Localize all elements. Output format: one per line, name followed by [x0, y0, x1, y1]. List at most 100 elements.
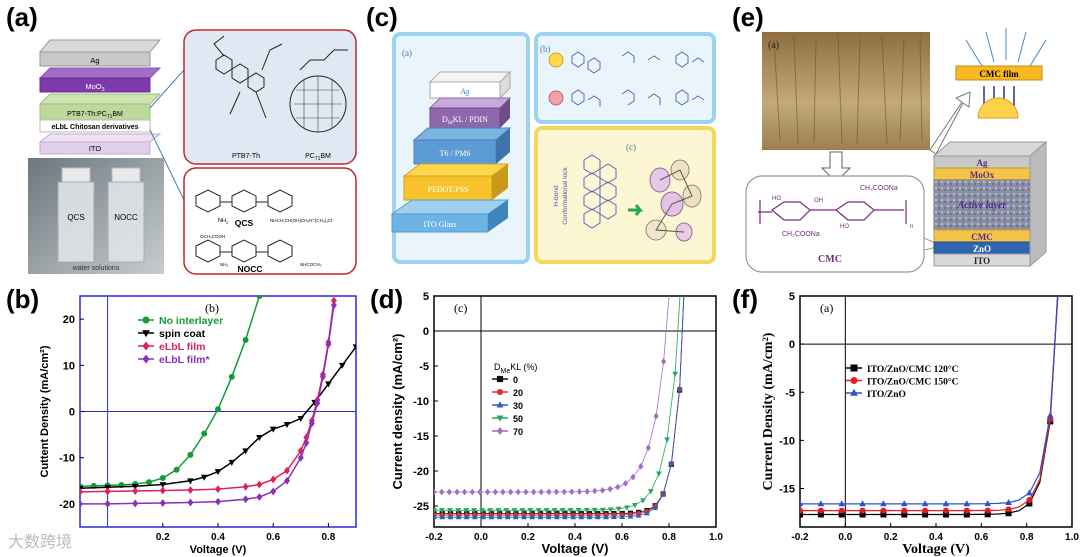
- point-f-1-4: [838, 507, 845, 514]
- panel-label-c: (c): [366, 2, 398, 32]
- layer-ito-e: ITO: [974, 256, 990, 266]
- point-d-4-6: [477, 488, 483, 496]
- cmc-group-2: CH₂COONa: [782, 231, 820, 238]
- point-f-2-24: [1046, 411, 1054, 418]
- point-d-4-21: [592, 487, 598, 495]
- sub-label-c-a: (a): [402, 48, 412, 58]
- point-f-1-2: [817, 507, 824, 514]
- point-b-2-2: [132, 487, 139, 495]
- legend-label-d-0: 0: [513, 375, 518, 385]
- x-tick-label-f-6: 1.0: [1065, 532, 1079, 543]
- point-f-0-14: [942, 511, 949, 518]
- point-f-2-12: [921, 500, 929, 507]
- watermark: 大数跨境: [8, 532, 73, 551]
- y-tick-label-b-0: -20: [59, 499, 75, 511]
- point-d-2-16: [562, 514, 568, 520]
- point-d-4-0: [434, 488, 437, 496]
- series-group-f: [800, 296, 1059, 518]
- point-d-4-2: [446, 488, 452, 496]
- y-axis-label-f: Current Density (mA/cm²): [761, 332, 776, 490]
- cmc-film-label: CMC film: [979, 69, 1019, 79]
- point-d-3-1: [439, 508, 445, 514]
- point-b-0-5: [146, 479, 152, 486]
- legend-title-suffix-d: KL (%): [510, 362, 537, 372]
- layer-dmkl-c: DMKL / PDIN: [442, 115, 488, 126]
- molecule-box-ptb7: PTB7-Th PC71BM: [183, 29, 357, 165]
- point-f-0-20: [1005, 510, 1012, 517]
- point-d-3-4: [463, 508, 470, 514]
- point-d-4-24: [615, 483, 621, 491]
- device-stack-c: Ag DMKL / PDIN T6 / PM6 PEDOT:PSS ITO Gl…: [390, 70, 512, 233]
- sub-label-e-a: (a): [768, 40, 779, 51]
- point-b-1-9: [256, 434, 263, 441]
- point-d-3-18: [575, 508, 582, 514]
- y-tick-label-b-1: -10: [59, 453, 75, 465]
- point-d-4-11: [515, 488, 521, 496]
- y-tick-label-d-1: -20: [413, 466, 429, 478]
- point-f-0-12: [922, 511, 929, 518]
- layer-elbl-a: eLbL Chitosan derivatives: [51, 124, 138, 131]
- point-b-0-13: [256, 296, 263, 299]
- point-d-2-0: [434, 514, 437, 520]
- chart-d: -0.2 0.0 0.2 0.4 0.6 0.8 1.0 -25 -20 -15 -10 -5 0 5 Vo…: [390, 291, 723, 556]
- vial-label-nocc: NOCC: [114, 213, 138, 222]
- point-d-2-3: [455, 514, 462, 520]
- legend-marker-f-2: [850, 388, 858, 396]
- vial-label-qcs: QCS: [67, 213, 84, 222]
- legend-marker-b-0: [142, 316, 150, 324]
- fiber-photo: (a): [762, 32, 930, 150]
- x-tick-label-d-1: 0.0: [474, 532, 488, 543]
- point-b-1-3: [159, 482, 167, 489]
- point-d-3-25: [632, 503, 638, 509]
- point-b-3-2: [132, 499, 139, 508]
- point-b-1-14: [325, 381, 332, 388]
- x-axis-label-d: Voltage (V): [542, 541, 609, 556]
- series-line-b-1: [80, 346, 356, 489]
- cmc-ho-1: HO: [772, 196, 781, 202]
- point-d-3-5: [471, 508, 478, 514]
- point-d-4-30: [660, 358, 667, 365]
- chem-label-qcs: QCS: [235, 218, 254, 228]
- cmc-label: CMC: [818, 254, 842, 265]
- device-stack-e: Ag MoOx Active layer CMC ZnO ITO: [932, 140, 1048, 268]
- device-stack-a: Ag MoO3 PTB7-Th:PC71BM eLbL Chitosan der…: [38, 39, 162, 155]
- point-d-2-21: [603, 514, 609, 520]
- point-d-3-27: [648, 489, 654, 495]
- point-d-4-16: [553, 488, 560, 496]
- legend-label-d-4: 70: [513, 427, 523, 437]
- arrow-down-icon: [820, 151, 852, 183]
- point-d-4-9: [500, 488, 506, 496]
- point-f-0-0: [800, 511, 803, 518]
- legend-label-d-2: 30: [513, 401, 523, 411]
- sad-face-icon: [548, 90, 564, 106]
- point-b-1-16: [352, 344, 356, 351]
- point-f-2-16: [963, 500, 971, 507]
- chart-f: -0.2 0.0 0.2 0.4 0.6 0.8 1.0 -15 -10 -5 0 5 Voltage …: [761, 291, 1079, 557]
- y-tick-label-f-2: -5: [785, 387, 795, 399]
- mol-label-ptb7: PTB7-Th: [232, 153, 260, 160]
- y-tick-label-d-0: -25: [413, 501, 429, 513]
- legend-marker-d-4: [496, 426, 504, 436]
- lock-label: Conformational lock: [562, 167, 569, 225]
- point-b-3-6: [242, 495, 249, 504]
- point-b-3-8: [270, 487, 277, 496]
- point-f-1-16: [963, 507, 970, 514]
- point-f-0-6: [859, 511, 866, 518]
- point-f-2-6: [859, 500, 866, 507]
- point-d-3-2: [447, 508, 453, 514]
- y-tick-label-d-4: -5: [419, 361, 429, 373]
- legend-marker-b-1: [142, 330, 150, 338]
- legend-label-b-0: No interlayer: [159, 315, 223, 327]
- point-f-1-8: [880, 507, 887, 514]
- inner-label-f: (a): [820, 301, 833, 315]
- point-d-3-24: [624, 505, 630, 511]
- point-d-3-8: [495, 508, 502, 514]
- legend-title-d: DMeKL (%): [494, 362, 537, 375]
- point-d-4-17: [561, 488, 567, 496]
- y-tick-label-d-5: 0: [423, 326, 429, 338]
- x-axis-label-b: Voltage (V): [190, 544, 247, 556]
- panel-label-f: (f): [732, 284, 758, 314]
- tick-labels-d: -0.2 0.0 0.2 0.4 0.6 0.8 1.0 -25 -20 -15 -10 -5 0 5: [413, 291, 723, 543]
- point-b-3-14: [319, 372, 326, 381]
